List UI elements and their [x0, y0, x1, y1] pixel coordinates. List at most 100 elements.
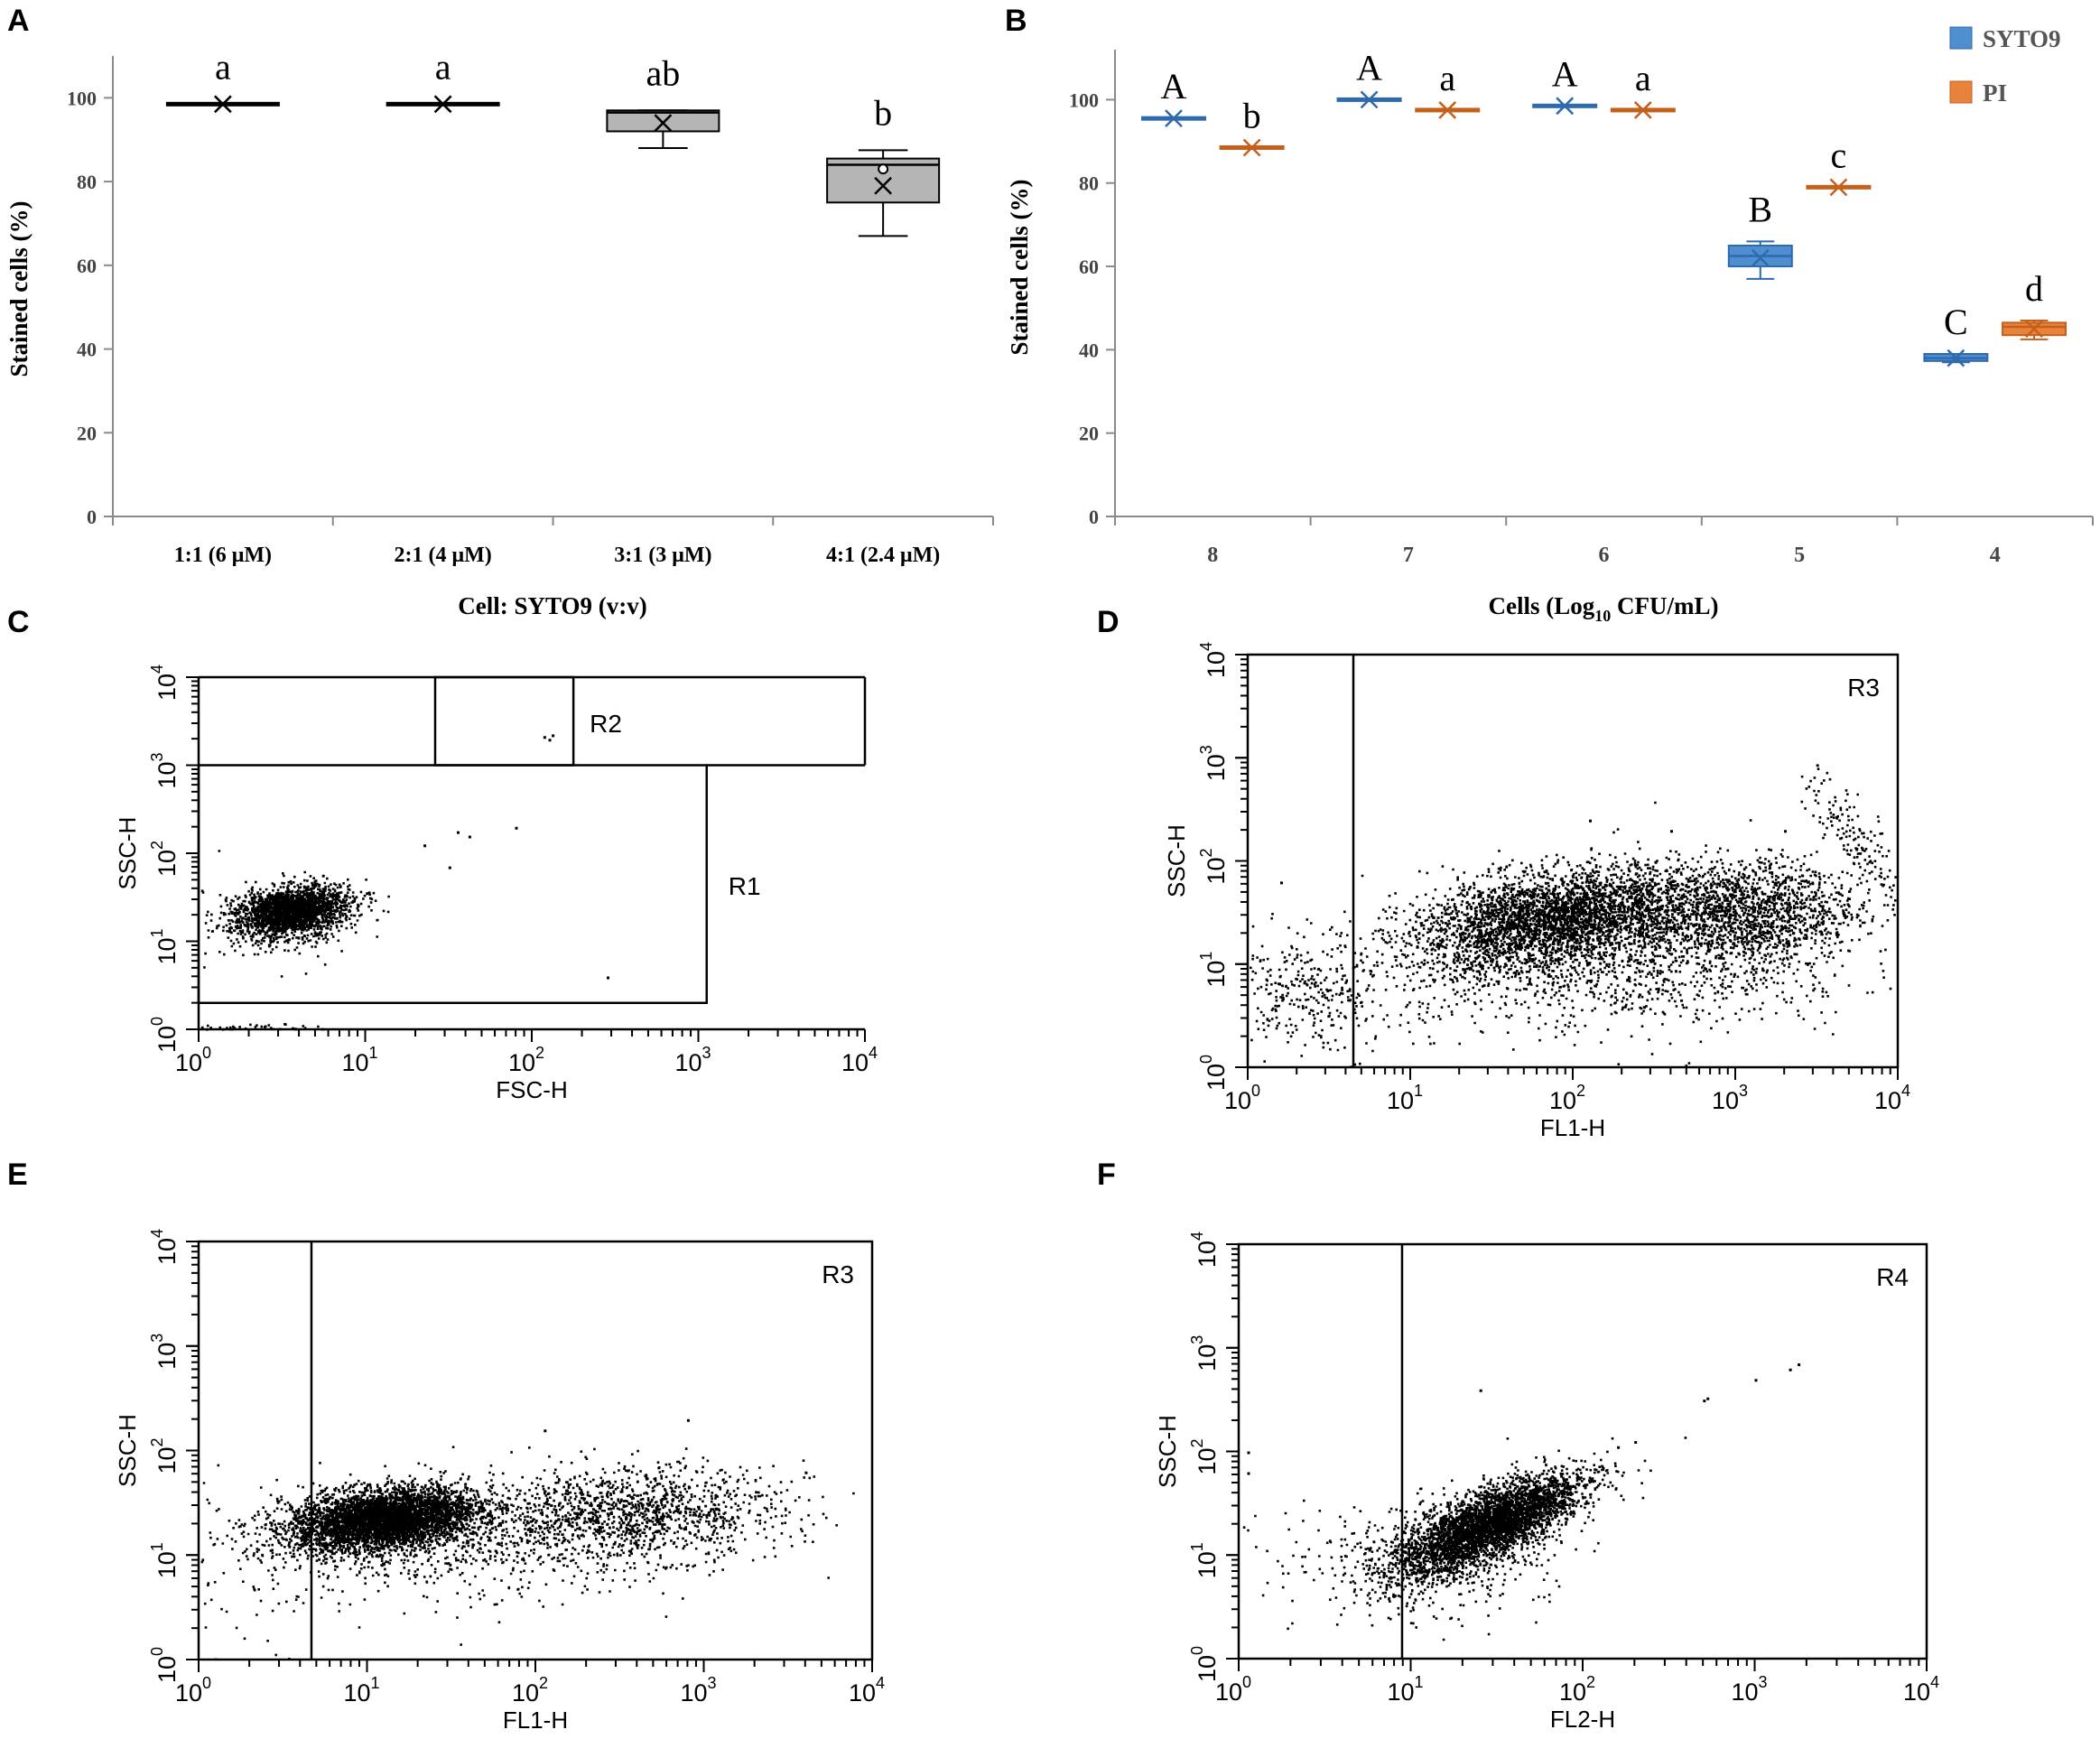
panel-a-boxplot: 0 20 40 60 80 100 1:1 (6 μM) a 2:1 (4 μM) a 3:1 (3… [5, 46, 994, 619]
panel-d-ytick-label: 104 [1197, 642, 1230, 678]
tick-base: 10 [153, 1026, 181, 1053]
panel-a-significance-letter: a [215, 46, 231, 87]
panel-b-significance-letter: a [1439, 58, 1455, 98]
panel-b-category-label: 8 [1207, 544, 1218, 567]
tick-base: 10 [1903, 1679, 1930, 1706]
tick-exponent: 2 [1586, 1673, 1595, 1691]
panel-e-ytick-label: 104 [148, 1229, 181, 1265]
panel-f-ytick-label: 102 [1188, 1438, 1221, 1474]
tick-exponent: 3 [708, 1674, 717, 1692]
panel-a-ytick-label: 40 [77, 339, 97, 361]
panel-a-box-body [606, 109, 720, 133]
panel-b-significance-letter: d [2025, 268, 2043, 309]
panel-d-scatter: 100100101101102102103103104104FL1-HSSC-H… [1163, 642, 1910, 1141]
tick-base: 10 [1712, 1087, 1739, 1114]
panel-b-x-axis-label: Cells (Log10 CFU/mL) [1489, 592, 1719, 625]
gate-r2 [433, 675, 575, 767]
tick-base: 10 [1194, 1344, 1221, 1372]
panel-e-xtick-label: 102 [512, 1674, 548, 1706]
panel-e-xtick-label: 100 [175, 1674, 211, 1706]
panel-b-legend: SYTO9 PI [1949, 25, 2061, 107]
panel-b-box-pi-mean-marker [2025, 320, 2043, 339]
tick-base: 10 [1194, 1551, 1221, 1578]
panel-e-y-axis-label: SSC-H [114, 1414, 141, 1487]
tick-base: 10 [849, 1679, 876, 1706]
tick-exponent: 0 [1197, 1055, 1215, 1064]
tick-exponent: 1 [1197, 952, 1215, 961]
panel-f-ytick-label: 101 [1188, 1542, 1221, 1578]
panel-d-xtick-label: 104 [1874, 1082, 1910, 1114]
panel-d-xtick-label: 103 [1712, 1082, 1748, 1114]
tick-base: 10 [1215, 1679, 1242, 1706]
panel-b-ytick-label: 40 [1079, 339, 1099, 361]
tick-exponent: 4 [869, 1044, 878, 1062]
panel-a-box-mean-marker [654, 114, 673, 133]
tick-exponent: 1 [1414, 1082, 1423, 1100]
legend-swatch-pi [1949, 80, 1973, 104]
tick-base: 10 [1387, 1679, 1414, 1706]
panel-c-xtick-label: 104 [841, 1044, 878, 1076]
tick-base: 10 [175, 1049, 202, 1076]
panel-b-category-label: 6 [1599, 544, 1610, 567]
panel-a-ytick-label: 80 [77, 171, 97, 193]
panel-c-ytick-label: 102 [148, 841, 181, 877]
panel-e-events [200, 1418, 855, 1661]
panel-f-xtick-label: 100 [1215, 1673, 1251, 1706]
tick-base: 10 [153, 1656, 181, 1683]
panel-c-xtick-label: 102 [508, 1044, 544, 1076]
tick-exponent: 4 [1188, 1232, 1206, 1241]
panel-b-category-label: 7 [1403, 544, 1414, 567]
panel-e-xtick-label: 103 [680, 1674, 716, 1706]
tick-base: 10 [680, 1679, 707, 1706]
tick-exponent: 3 [148, 752, 166, 761]
panel-b-category-label: 5 [1794, 544, 1805, 567]
tick-exponent: 3 [1197, 745, 1215, 754]
tick-exponent: 0 [202, 1674, 211, 1692]
panel-e-scatter: 100100101101102102103103104104FL1-HSSC-H… [114, 1229, 885, 1734]
tick-base: 10 [841, 1049, 869, 1076]
panel-d-plot-frame [1246, 653, 1900, 1069]
panel-d-ytick-label: 101 [1197, 952, 1230, 988]
tick-base: 10 [1559, 1679, 1586, 1706]
panel-letter-e: E [7, 1158, 28, 1192]
panel-f-events [1242, 1363, 1801, 1641]
tick-exponent: 0 [148, 1647, 166, 1656]
tick-exponent: 2 [535, 1044, 544, 1062]
panel-c-xtick-label: 100 [175, 1044, 211, 1076]
panel-b-box-syto9-mean-marker [1556, 97, 1575, 116]
tick-base: 10 [1194, 1655, 1221, 1682]
panel-b-significance-letter: c [1831, 135, 1847, 175]
tick-exponent: 2 [148, 841, 166, 850]
panel-b-box-pi-mean-marker [1438, 101, 1457, 119]
tick-exponent: 2 [539, 1674, 548, 1692]
panel-b-significance-letter: C [1944, 302, 1968, 342]
panel-d-xtick-label: 101 [1387, 1082, 1423, 1114]
gate-label-r3: R3 [822, 1260, 854, 1288]
tick-base: 10 [153, 937, 181, 964]
x-label-tail: CFU/mL) [1611, 592, 1718, 619]
tick-exponent: 0 [202, 1044, 211, 1062]
panel-f-y-axis-label: SSC-H [1154, 1415, 1181, 1488]
panel-a-category-label: 4:1 (2.4 μM) [826, 544, 940, 567]
panel-c-events [200, 734, 610, 1031]
tick-exponent: 3 [148, 1334, 166, 1343]
panel-b-category-label: 4 [1990, 544, 2001, 567]
panel-b-significance-letter: A [1161, 66, 1187, 107]
gate-label-r3: R3 [1847, 674, 1880, 702]
tick-exponent: 0 [1242, 1673, 1251, 1691]
panel-c-xtick-label: 103 [674, 1044, 711, 1076]
panel-a-box-outlier [878, 163, 889, 175]
tick-base: 10 [1731, 1679, 1758, 1706]
tick-exponent: 4 [1901, 1082, 1910, 1100]
panel-f-xtick-label: 103 [1731, 1673, 1767, 1706]
panel-e-ytick-label: 101 [148, 1542, 181, 1578]
panel-d-y-axis-label: SSC-H [1163, 824, 1190, 897]
panel-b-box-syto9-mean-marker [1360, 90, 1379, 109]
tick-exponent: 1 [148, 1542, 166, 1551]
panel-a-ytick-label: 60 [77, 255, 97, 277]
tick-exponent: 3 [1188, 1335, 1206, 1344]
panel-d-events [1250, 764, 1897, 1068]
panel-e-xtick-label: 101 [343, 1674, 379, 1706]
tick-exponent: 3 [1739, 1082, 1748, 1100]
tick-base: 10 [153, 1343, 181, 1370]
